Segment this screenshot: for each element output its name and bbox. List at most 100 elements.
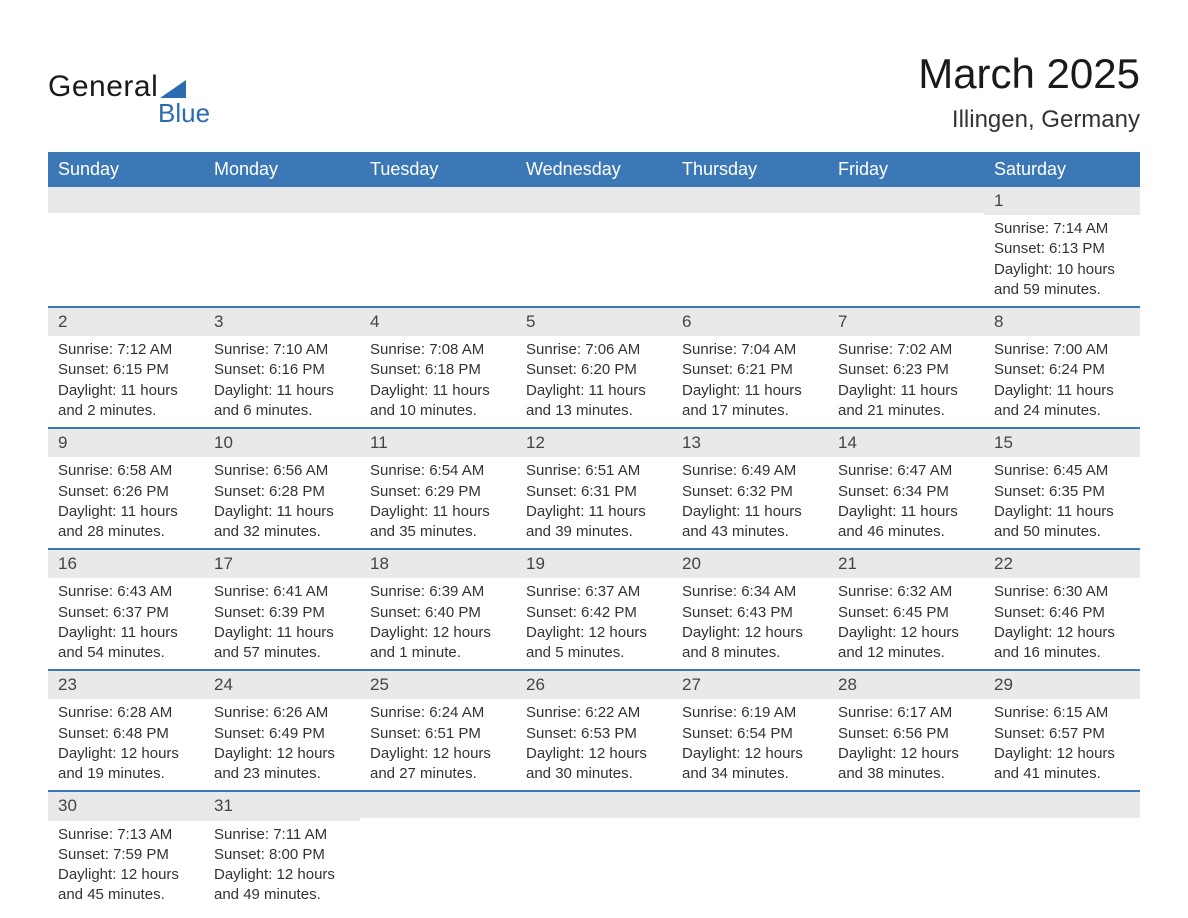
daylight-line: Daylight: 11 hours and 32 minutes. (214, 502, 350, 543)
day-number: 23 (48, 671, 204, 699)
day-number (984, 792, 1140, 818)
day-number: 4 (360, 308, 516, 336)
calendar-cell: 25Sunrise: 6:24 AMSunset: 6:51 PMDayligh… (360, 670, 516, 791)
weekday-header: Sunday (48, 152, 204, 187)
sunset-line: Sunset: 6:18 PM (370, 360, 506, 380)
sunset-line: Sunset: 6:29 PM (370, 482, 506, 502)
day-number: 12 (516, 429, 672, 457)
calendar-table: Sunday Monday Tuesday Wednesday Thursday… (48, 152, 1140, 912)
day-number: 13 (672, 429, 828, 457)
daylight-line: Daylight: 11 hours and 24 minutes. (994, 381, 1130, 422)
day-details: Sunrise: 7:10 AMSunset: 6:16 PMDaylight:… (204, 336, 360, 427)
day-details: Sunrise: 6:41 AMSunset: 6:39 PMDaylight:… (204, 578, 360, 669)
day-number: 22 (984, 550, 1140, 578)
calendar-cell: 11Sunrise: 6:54 AMSunset: 6:29 PMDayligh… (360, 428, 516, 549)
day-details: Sunrise: 6:47 AMSunset: 6:34 PMDaylight:… (828, 457, 984, 548)
daylight-line: Daylight: 11 hours and 46 minutes. (838, 502, 974, 543)
day-details: Sunrise: 7:06 AMSunset: 6:20 PMDaylight:… (516, 336, 672, 427)
calendar-cell (984, 791, 1140, 911)
day-number: 28 (828, 671, 984, 699)
sunrise-line: Sunrise: 6:30 AM (994, 582, 1130, 602)
day-number: 21 (828, 550, 984, 578)
sunset-line: Sunset: 6:28 PM (214, 482, 350, 502)
logo: General Blue (48, 70, 210, 129)
day-details: Sunrise: 7:04 AMSunset: 6:21 PMDaylight:… (672, 336, 828, 427)
day-details: Sunrise: 6:24 AMSunset: 6:51 PMDaylight:… (360, 699, 516, 790)
sunset-line: Sunset: 6:21 PM (682, 360, 818, 380)
sunrise-line: Sunrise: 7:04 AM (682, 340, 818, 360)
calendar-cell: 10Sunrise: 6:56 AMSunset: 6:28 PMDayligh… (204, 428, 360, 549)
logo-triangle-icon (160, 80, 186, 98)
daylight-line: Daylight: 11 hours and 50 minutes. (994, 502, 1130, 543)
daylight-line: Daylight: 11 hours and 17 minutes. (682, 381, 818, 422)
sunrise-line: Sunrise: 7:00 AM (994, 340, 1130, 360)
header-row: General Blue March 2025 Illingen, German… (48, 50, 1140, 134)
day-number (672, 187, 828, 213)
day-number (360, 792, 516, 818)
calendar-cell: 27Sunrise: 6:19 AMSunset: 6:54 PMDayligh… (672, 670, 828, 791)
day-number: 9 (48, 429, 204, 457)
calendar-cell (48, 187, 204, 307)
sunrise-line: Sunrise: 7:10 AM (214, 340, 350, 360)
daylight-line: Daylight: 11 hours and 6 minutes. (214, 381, 350, 422)
daylight-line: Daylight: 12 hours and 30 minutes. (526, 744, 662, 785)
day-details: Sunrise: 6:56 AMSunset: 6:28 PMDaylight:… (204, 457, 360, 548)
calendar-week-row: 2Sunrise: 7:12 AMSunset: 6:15 PMDaylight… (48, 307, 1140, 428)
daylight-line: Daylight: 12 hours and 19 minutes. (58, 744, 194, 785)
day-number: 7 (828, 308, 984, 336)
calendar-week-row: 30Sunrise: 7:13 AMSunset: 7:59 PMDayligh… (48, 791, 1140, 911)
calendar-cell (516, 187, 672, 307)
day-number (204, 187, 360, 213)
calendar-cell: 31Sunrise: 7:11 AMSunset: 8:00 PMDayligh… (204, 791, 360, 911)
day-details: Sunrise: 6:28 AMSunset: 6:48 PMDaylight:… (48, 699, 204, 790)
day-details: Sunrise: 7:12 AMSunset: 6:15 PMDaylight:… (48, 336, 204, 427)
calendar-cell (672, 187, 828, 307)
sunset-line: Sunset: 6:24 PM (994, 360, 1130, 380)
calendar-cell (204, 187, 360, 307)
day-details (360, 213, 516, 301)
day-details (828, 818, 984, 828)
day-number: 8 (984, 308, 1140, 336)
day-details: Sunrise: 6:58 AMSunset: 6:26 PMDaylight:… (48, 457, 204, 548)
daylight-line: Daylight: 11 hours and 35 minutes. (370, 502, 506, 543)
day-details (48, 213, 204, 301)
day-details: Sunrise: 7:02 AMSunset: 6:23 PMDaylight:… (828, 336, 984, 427)
calendar-cell: 20Sunrise: 6:34 AMSunset: 6:43 PMDayligh… (672, 549, 828, 670)
daylight-line: Daylight: 11 hours and 21 minutes. (838, 381, 974, 422)
day-details: Sunrise: 7:00 AMSunset: 6:24 PMDaylight:… (984, 336, 1140, 427)
sunrise-line: Sunrise: 6:17 AM (838, 703, 974, 723)
calendar-cell: 19Sunrise: 6:37 AMSunset: 6:42 PMDayligh… (516, 549, 672, 670)
calendar-cell: 1Sunrise: 7:14 AMSunset: 6:13 PMDaylight… (984, 187, 1140, 307)
day-number: 2 (48, 308, 204, 336)
day-details: Sunrise: 6:15 AMSunset: 6:57 PMDaylight:… (984, 699, 1140, 790)
day-number: 25 (360, 671, 516, 699)
calendar-cell: 26Sunrise: 6:22 AMSunset: 6:53 PMDayligh… (516, 670, 672, 791)
day-details (360, 818, 516, 828)
day-number: 15 (984, 429, 1140, 457)
calendar-cell: 21Sunrise: 6:32 AMSunset: 6:45 PMDayligh… (828, 549, 984, 670)
daylight-line: Daylight: 12 hours and 12 minutes. (838, 623, 974, 664)
sunrise-line: Sunrise: 6:56 AM (214, 461, 350, 481)
daylight-line: Daylight: 11 hours and 54 minutes. (58, 623, 194, 664)
calendar-cell: 17Sunrise: 6:41 AMSunset: 6:39 PMDayligh… (204, 549, 360, 670)
sunset-line: Sunset: 6:15 PM (58, 360, 194, 380)
day-details: Sunrise: 6:34 AMSunset: 6:43 PMDaylight:… (672, 578, 828, 669)
sunrise-line: Sunrise: 6:37 AM (526, 582, 662, 602)
day-details: Sunrise: 6:37 AMSunset: 6:42 PMDaylight:… (516, 578, 672, 669)
sunset-line: Sunset: 6:43 PM (682, 603, 818, 623)
sunset-line: Sunset: 6:46 PM (994, 603, 1130, 623)
sunset-line: Sunset: 6:45 PM (838, 603, 974, 623)
day-details: Sunrise: 7:13 AMSunset: 7:59 PMDaylight:… (48, 821, 204, 912)
day-number: 30 (48, 792, 204, 820)
calendar-week-row: 9Sunrise: 6:58 AMSunset: 6:26 PMDaylight… (48, 428, 1140, 549)
day-number: 19 (516, 550, 672, 578)
day-details (672, 213, 828, 301)
calendar-cell: 16Sunrise: 6:43 AMSunset: 6:37 PMDayligh… (48, 549, 204, 670)
sunrise-line: Sunrise: 6:58 AM (58, 461, 194, 481)
weekday-header: Saturday (984, 152, 1140, 187)
calendar-cell: 4Sunrise: 7:08 AMSunset: 6:18 PMDaylight… (360, 307, 516, 428)
day-details (984, 818, 1140, 828)
calendar-cell (360, 187, 516, 307)
sunrise-line: Sunrise: 6:54 AM (370, 461, 506, 481)
calendar-cell: 30Sunrise: 7:13 AMSunset: 7:59 PMDayligh… (48, 791, 204, 911)
